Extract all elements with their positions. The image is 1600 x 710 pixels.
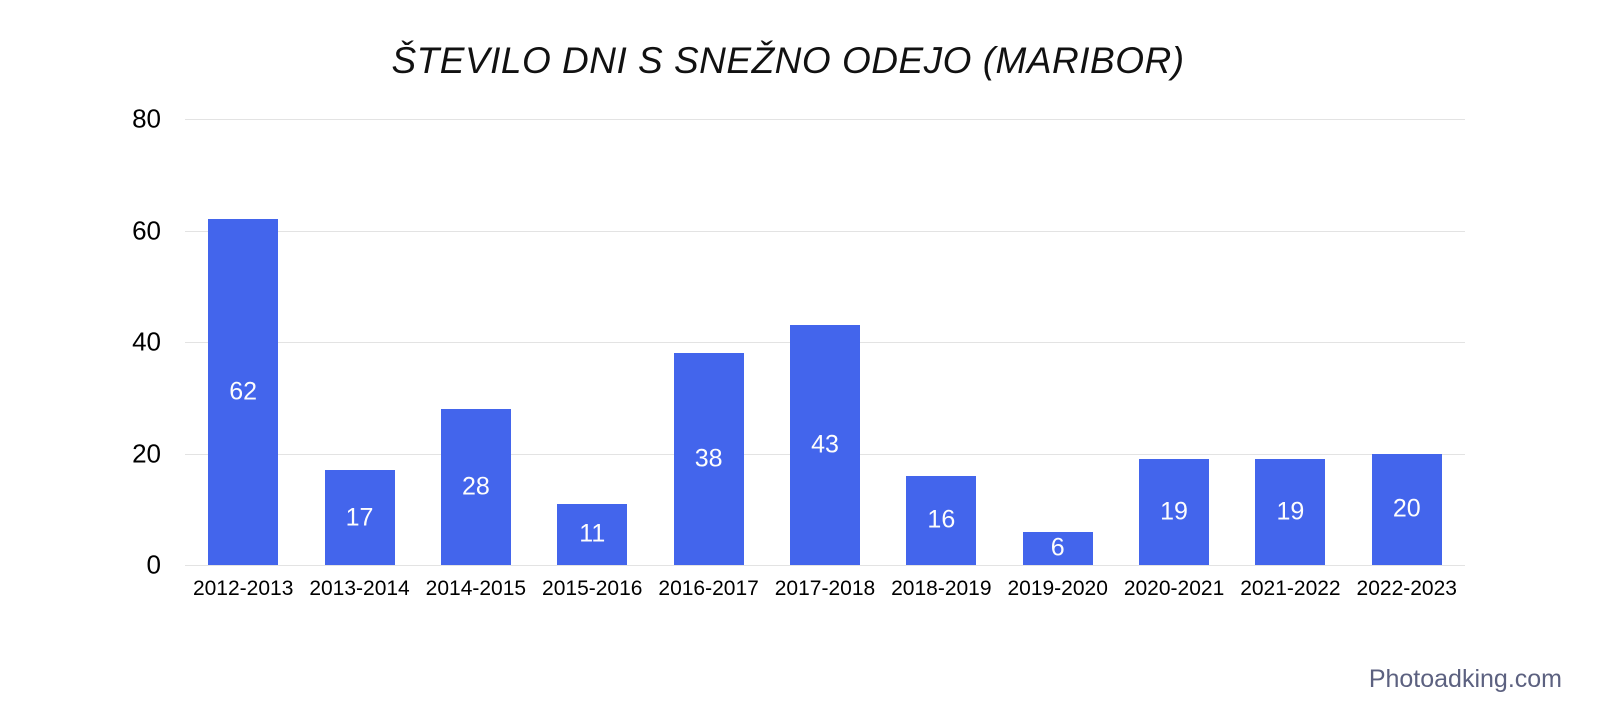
bar-column: 6 2019-2020 xyxy=(1000,119,1116,600)
bar: 62 xyxy=(208,219,279,565)
bar: 28 xyxy=(440,408,511,565)
y-axis-tick-label: 40 xyxy=(132,326,161,357)
gridline xyxy=(185,565,1465,566)
bar-value-label: 16 xyxy=(927,505,956,534)
bar-value-label: 19 xyxy=(1276,497,1305,526)
gridline xyxy=(185,230,1465,232)
bar-value-label: 62 xyxy=(229,377,258,406)
x-axis-tick-label: 2020-2021 xyxy=(1123,577,1225,600)
y-axis-tick-label: 20 xyxy=(132,437,161,468)
bar: 16 xyxy=(906,475,977,565)
bar: 19 xyxy=(1139,459,1210,565)
bar-column: 11 2015-2016 xyxy=(534,119,650,600)
bar: 43 xyxy=(789,325,860,565)
bar: 38 xyxy=(673,353,744,565)
chart-title: ŠTEVILO DNI S SNEŽNO ODEJO (MARIBOR) xyxy=(391,40,1185,81)
x-axis-tick-label: 2012-2013 xyxy=(192,577,294,600)
y-axis-tick-label: 0 xyxy=(146,549,161,580)
bar-series: 62 2012-2013 17 2013-2014 28 2014-2015 11 2015-… xyxy=(185,119,1465,600)
bar-value-label: 38 xyxy=(694,444,723,473)
y-axis-tick-label: 80 xyxy=(132,103,161,134)
x-axis-tick-label: 2022-2023 xyxy=(1356,577,1457,600)
bar-column: 43 2017-2018 xyxy=(767,119,883,600)
bar-column: 19 2020-2021 xyxy=(1116,119,1232,600)
x-axis-tick-label: 2014-2015 xyxy=(425,577,527,600)
x-axis-tick-label: 2021-2022 xyxy=(1240,577,1341,600)
bar-column: 38 2016-2017 xyxy=(650,119,766,600)
bar-value-label: 19 xyxy=(1160,497,1188,526)
x-axis-tick-label: 2015-2016 xyxy=(542,577,643,600)
bar-column: 19 2021-2022 xyxy=(1232,119,1348,600)
bar: 20 xyxy=(1371,453,1442,565)
x-axis-tick-label: 2013-2014 xyxy=(309,577,410,600)
bar-value-label: 17 xyxy=(345,503,374,532)
bar-column: 16 2018-2019 xyxy=(883,119,999,600)
x-axis-tick-label: 2017-2018 xyxy=(774,577,876,600)
bar-value-label: 11 xyxy=(579,519,606,548)
x-axis-tick-label: 2019-2020 xyxy=(1007,577,1108,600)
watermark: Photoadking.com xyxy=(1368,665,1562,693)
bar-value-label: 28 xyxy=(461,472,490,501)
y-axis-tick-label: 60 xyxy=(132,214,161,245)
bar-column: 62 2012-2013 xyxy=(185,119,301,600)
x-axis-tick-label: 2018-2019 xyxy=(891,577,992,600)
bar-column: 28 2014-2015 xyxy=(418,119,534,600)
bar-value-label: 6 xyxy=(1050,533,1065,562)
bar: 11 xyxy=(557,503,628,565)
bar: 17 xyxy=(324,470,395,565)
plot-area: 62 2012-2013 17 2013-2014 28 2014-2015 11 2015-… xyxy=(132,105,1465,600)
bar-column: 17 2013-2014 xyxy=(301,119,417,600)
bar: 6 xyxy=(1022,531,1093,565)
gridline xyxy=(185,119,1465,120)
bar-value-label: 43 xyxy=(811,430,839,459)
x-axis-tick-label: 2016-2017 xyxy=(658,577,759,600)
bar-value-label: 20 xyxy=(1392,494,1421,523)
bar: 19 xyxy=(1255,459,1326,565)
bar-column: 20 2022-2023 xyxy=(1349,119,1465,600)
